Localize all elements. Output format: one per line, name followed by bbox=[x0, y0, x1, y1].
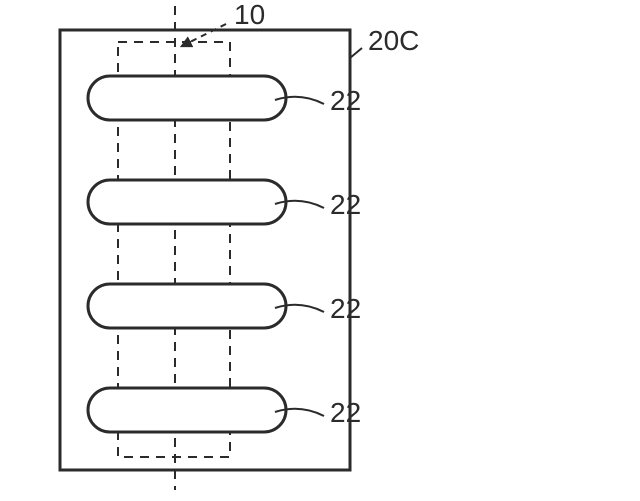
label-22-1: 22 bbox=[330, 189, 361, 220]
slot-22-0 bbox=[88, 76, 286, 120]
slot-22-2 bbox=[88, 284, 286, 328]
label-22-2: 22 bbox=[330, 293, 361, 324]
leader-to-20c bbox=[350, 48, 362, 58]
slot-22-1 bbox=[88, 180, 286, 224]
label-22-3: 22 bbox=[330, 397, 361, 428]
label-20c: 20C bbox=[368, 25, 419, 56]
slot-22-3 bbox=[88, 388, 286, 432]
label-22-0: 22 bbox=[330, 85, 361, 116]
label-10: 10 bbox=[234, 0, 265, 30]
